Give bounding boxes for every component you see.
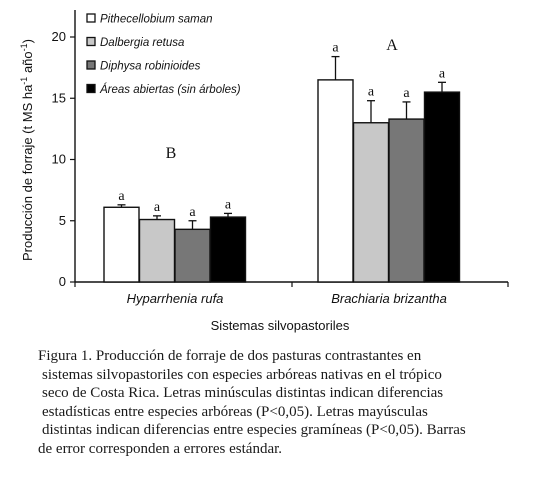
legend-label: Diphysa robinioides — [100, 61, 201, 73]
caption-line: distintas indican diferencias entre espe… — [42, 422, 466, 439]
y-tick-label: 5 — [59, 213, 66, 228]
legend-label: Dalbergia retusa — [100, 37, 184, 49]
significance-letter: a — [368, 85, 375, 100]
caption-line: de error corresponden a errores estándar… — [38, 440, 283, 457]
significance-letter: a — [403, 86, 410, 101]
group-letter: B — [166, 145, 177, 162]
caption-line: sistemas silvopastoriles con especies ar… — [42, 366, 442, 383]
significance-letter: a — [439, 66, 446, 81]
bar — [174, 228, 211, 283]
legend-swatch — [86, 60, 96, 70]
figure-caption: Figura 1. Producción de forraje de dos p… — [38, 347, 530, 459]
legend-label: Áreas abiertas (sin árboles) — [99, 83, 241, 96]
bar — [317, 79, 354, 283]
bar — [423, 91, 461, 283]
legend-label: Pithecellobium saman — [100, 14, 213, 26]
significance-letter: a — [225, 197, 232, 212]
bar — [209, 216, 247, 283]
x-axis-label: Sistemas silvopastoriles — [211, 318, 350, 333]
caption-line: Figura 1. Producción de forraje de dos p… — [38, 348, 422, 364]
y-tick-label: 10 — [52, 152, 66, 167]
x-tick-label: Hyparrhenia rufa — [127, 291, 224, 306]
legend-swatch — [86, 13, 96, 23]
y-axis-label: Producción de forraje (t MS ha-1 año-1) — [19, 39, 35, 261]
y-axis-label-end: ) — [20, 39, 35, 43]
y-axis-label-text: Producción de forraje (t MS ha — [20, 84, 35, 261]
legend-swatch — [86, 36, 96, 47]
bar — [352, 122, 390, 283]
chart-legend: Pithecellobium saman Dalbergia retusa Diph… — [86, 13, 241, 96]
y-axis-label-mid: año — [20, 51, 35, 76]
bar-chart: 0 5 10 15 20 Hyparrhenia rufa Brachiaria briza… — [19, 10, 509, 333]
caption-line: estadísticas entre especies arbóreas (P<… — [42, 403, 428, 420]
chart-bars: a a a a Ba a a a A — [103, 37, 461, 283]
caption-line: seco de Costa Rica. Letras minúsculas di… — [42, 385, 444, 402]
group-letter: A — [386, 37, 398, 54]
y-axis-label-sup1: -1 — [19, 77, 29, 85]
y-tick-label: 20 — [52, 29, 66, 44]
y-tick-label: 0 — [59, 274, 66, 289]
bar — [138, 218, 176, 283]
x-tick-label: Brachiaria brizantha — [331, 291, 447, 306]
significance-letter: a — [154, 200, 161, 215]
y-axis-label-sup2: -1 — [19, 43, 29, 51]
bar — [103, 206, 140, 283]
legend-swatch — [86, 83, 96, 94]
significance-letter: a — [118, 189, 125, 204]
significance-letter: a — [189, 205, 196, 220]
significance-letter: a — [332, 41, 339, 56]
y-tick-label: 15 — [52, 90, 66, 105]
bar — [388, 118, 425, 283]
